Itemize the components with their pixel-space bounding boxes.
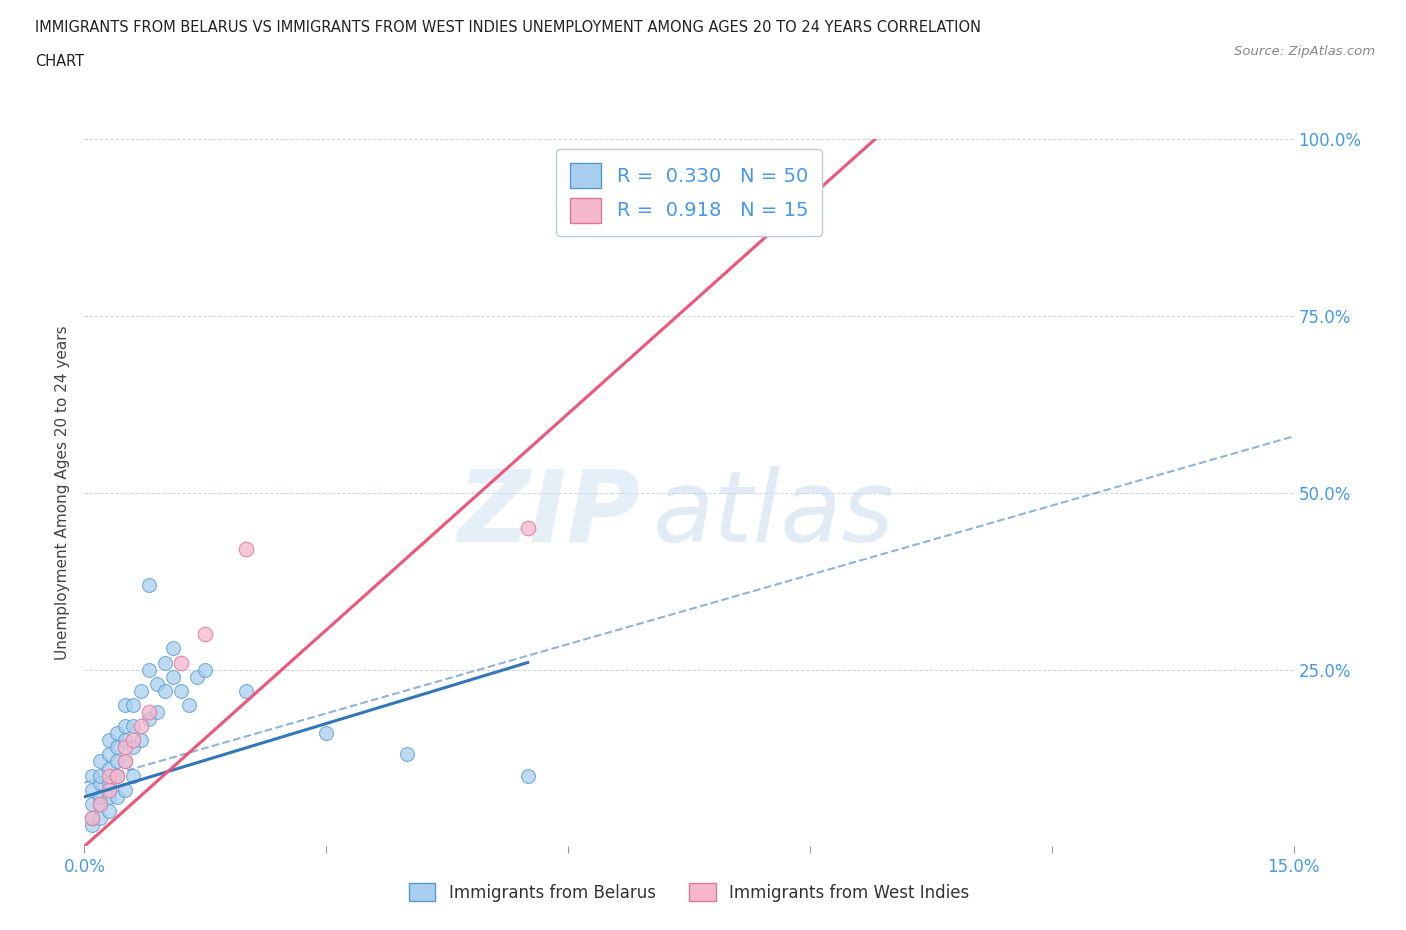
Point	[97, 733, 120, 748]
Point	[121, 768, 143, 783]
Point	[97, 804, 120, 818]
Point	[114, 733, 136, 748]
Point	[89, 796, 111, 811]
Point	[89, 790, 111, 804]
Point	[82, 768, 104, 783]
Point	[105, 768, 128, 783]
Text: ZIP: ZIP	[457, 466, 641, 563]
Point	[194, 662, 217, 677]
Y-axis label: Unemployment Among Ages 20 to 24 years: Unemployment Among Ages 20 to 24 years	[55, 326, 70, 660]
Point	[153, 684, 176, 698]
Point	[153, 655, 176, 670]
Point	[138, 662, 160, 677]
Point	[516, 521, 538, 536]
Point	[82, 796, 104, 811]
Point	[235, 542, 257, 557]
Text: IMMIGRANTS FROM BELARUS VS IMMIGRANTS FROM WEST INDIES UNEMPLOYMENT AMONG AGES 2: IMMIGRANTS FROM BELARUS VS IMMIGRANTS FR…	[35, 20, 981, 35]
Point	[97, 782, 120, 797]
Point	[97, 747, 120, 762]
Point	[114, 754, 136, 769]
Point	[129, 733, 152, 748]
Point	[235, 684, 257, 698]
Point	[516, 768, 538, 783]
Point	[82, 811, 104, 826]
Point	[170, 684, 193, 698]
Point	[121, 719, 143, 734]
Point	[89, 754, 111, 769]
Point	[82, 811, 104, 826]
Point	[129, 719, 152, 734]
Point	[315, 725, 337, 740]
Point	[97, 776, 120, 790]
Point	[129, 684, 152, 698]
Point	[138, 705, 160, 720]
Point	[162, 641, 184, 656]
Point	[186, 670, 208, 684]
Point	[121, 698, 143, 712]
Point	[89, 768, 111, 783]
Point	[89, 811, 111, 826]
Point	[105, 725, 128, 740]
Point	[105, 768, 128, 783]
Point	[97, 761, 120, 776]
Text: atlas: atlas	[652, 466, 894, 563]
Point	[170, 655, 193, 670]
Point	[146, 705, 169, 720]
Point	[89, 776, 111, 790]
Point	[121, 740, 143, 755]
Point	[138, 578, 160, 592]
Point	[395, 747, 418, 762]
Point	[179, 698, 201, 712]
Point	[114, 719, 136, 734]
Point	[114, 698, 136, 712]
Text: CHART: CHART	[35, 54, 84, 69]
Point	[97, 790, 120, 804]
Point	[162, 670, 184, 684]
Point	[194, 627, 217, 642]
Point	[114, 740, 136, 755]
Point	[138, 711, 160, 726]
Point	[114, 754, 136, 769]
Legend: Immigrants from Belarus, Immigrants from West Indies: Immigrants from Belarus, Immigrants from…	[402, 877, 976, 909]
Point	[146, 676, 169, 691]
Point	[114, 782, 136, 797]
Point	[97, 768, 120, 783]
Point	[82, 817, 104, 832]
Point	[758, 217, 780, 232]
Point	[121, 733, 143, 748]
Point	[105, 754, 128, 769]
Text: Source: ZipAtlas.com: Source: ZipAtlas.com	[1234, 45, 1375, 58]
Point	[105, 790, 128, 804]
Point	[89, 796, 111, 811]
Point	[105, 740, 128, 755]
Point	[82, 782, 104, 797]
